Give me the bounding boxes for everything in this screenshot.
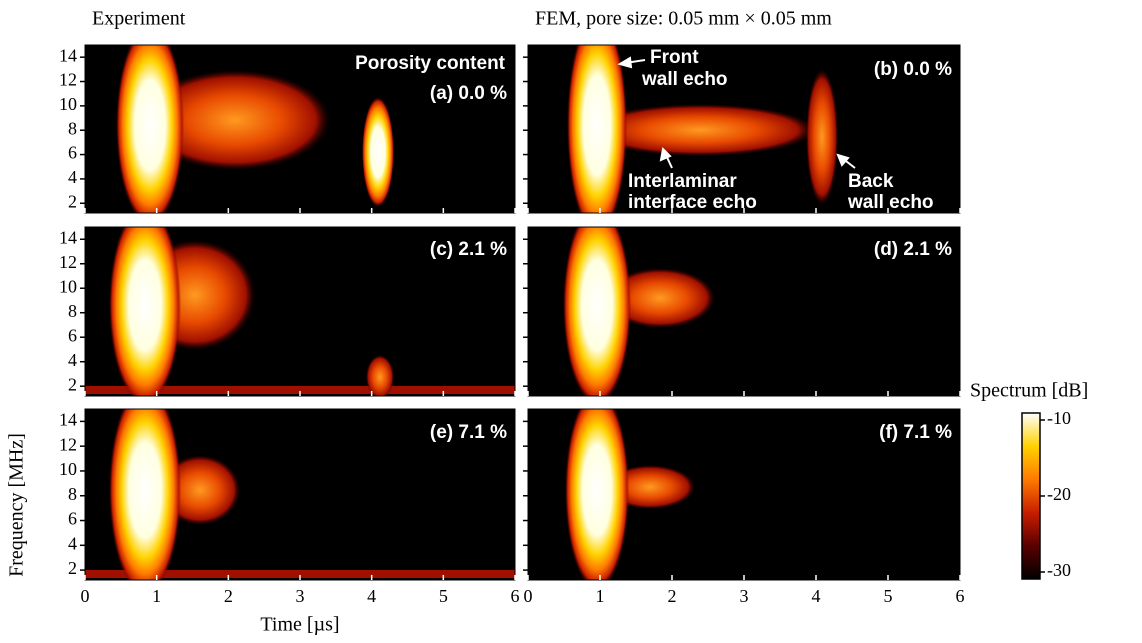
colorbar-tick-label: -30 [1047,560,1071,580]
blob [116,45,184,213]
colorbar-tick-label: -10 [1047,408,1071,428]
x-tick-label: 2 [668,586,677,606]
y-tick-label: 14 [59,227,77,247]
x-tick-label: 4 [812,586,821,606]
blob [109,227,181,396]
annotation: Front [650,47,699,68]
colorbar [1021,412,1041,580]
colorbar-tick-label: -20 [1047,484,1071,504]
spectrogram-c [85,227,515,396]
x-tick-label: 4 [367,586,376,606]
y-tick-label: 4 [68,533,77,553]
x-axis-label: Time [µs] [260,614,339,636]
annotation: Back [848,171,894,192]
annotation: interface echo [628,192,757,213]
y-tick-label: 12 [59,70,77,90]
blob [585,104,815,156]
blob [366,355,394,396]
panel-label: (e) 7.1 % [430,422,507,443]
spectrogram-f [565,409,695,580]
column-title: Experiment [92,8,186,30]
x-tick-label: 3 [740,586,749,606]
y-tick-label: 6 [68,325,77,345]
blob [567,45,627,213]
x-tick-label: 3 [296,586,305,606]
annotation: Interlaminar [628,171,737,192]
y-tick-label: 14 [59,45,77,65]
blob [362,97,394,207]
x-tick-label: 1 [152,586,161,606]
panel-label: (c) 2.1 % [430,239,507,260]
y-tick-label: 6 [68,143,77,163]
column-title: FEM, pore size: 0.05 mm × 0.05 mm [535,8,832,30]
panel-label: (f) 7.1 % [879,422,952,443]
y-tick-label: 4 [68,167,77,187]
y-tick-label: 2 [68,191,77,211]
colorbar-title: Spectrum [dB] [970,380,1088,402]
x-tick-label: 5 [884,586,893,606]
y-tick-label: 6 [68,509,77,529]
x-tick-label: 2 [224,586,233,606]
annotation-arrows [617,56,856,169]
y-tick-label: 8 [68,301,77,321]
x-tick-label: 0 [81,586,90,606]
y-tick-label: 10 [59,459,77,479]
annotation: wall echo [641,69,728,90]
y-tick-label: 10 [59,94,77,114]
annotation: wall echo [847,192,934,213]
x-tick-label: 1 [596,586,605,606]
blob [85,570,515,578]
y-tick-label: 12 [59,252,77,272]
x-tick-label: 0 [524,586,533,606]
spectrogram-d [563,227,715,396]
y-tick-label: 8 [68,118,77,138]
spectrogram-e [85,409,515,580]
blob [605,268,715,328]
spectrogram-images [85,45,838,580]
blob [806,69,838,205]
blob [109,409,181,580]
x-tick-label: 6 [511,586,520,606]
blob [563,227,631,396]
y-tick-label: 14 [59,410,77,430]
y-tick-label: 2 [68,374,77,394]
y-tick-label: 2 [68,558,77,578]
y-tick-label: 12 [59,434,77,454]
annotation: Porosity content [355,53,506,74]
y-tick-label: 4 [68,350,77,370]
blob [565,409,629,580]
x-tick-label: 6 [956,586,965,606]
panel-label: (d) 2.1 % [874,239,952,260]
blob [85,386,515,394]
x-tick-label: 5 [439,586,448,606]
blob [140,70,330,170]
y-axis-label: Frequency [MHz] [6,433,28,577]
spectrogram-a [116,45,394,213]
panel-label: (b) 0.0 % [874,59,952,80]
panel-label: (a) 0.0 % [430,83,507,104]
y-tick-label: 10 [59,276,77,296]
y-tick-label: 8 [68,484,77,504]
spectrogram-b [567,45,838,213]
